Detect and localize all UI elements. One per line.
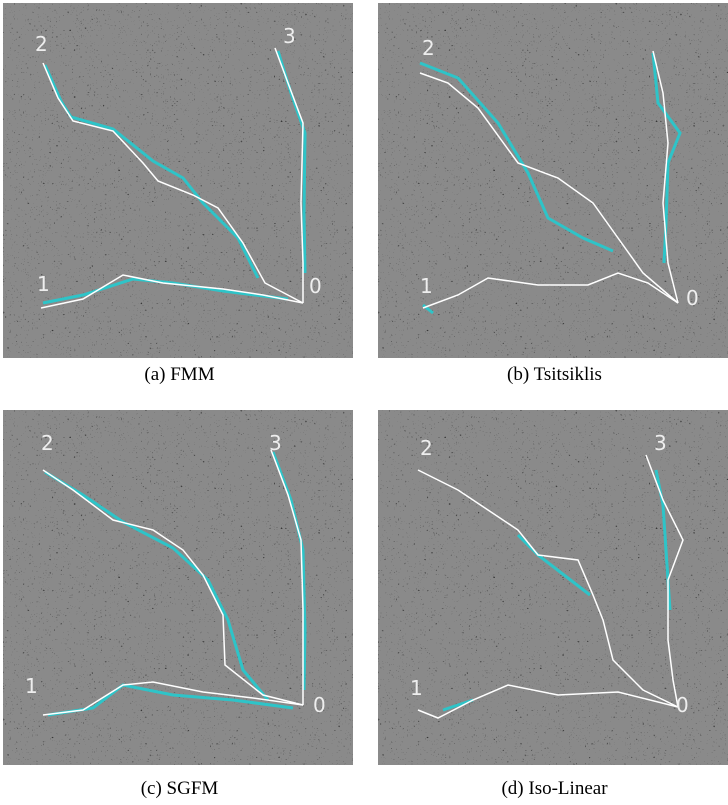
point-label: 0 bbox=[676, 693, 689, 717]
noise-image: 2 3 1 0 bbox=[3, 3, 353, 358]
point-label: 3 bbox=[269, 431, 282, 455]
point-label: 1 bbox=[410, 676, 423, 700]
noise-image: 2 3 1 0 bbox=[3, 410, 353, 765]
caption: (b) Tsitsiklis bbox=[378, 364, 728, 386]
point-label: 3 bbox=[283, 24, 296, 48]
point-label: 2 bbox=[422, 36, 435, 60]
caption: (a) FMM bbox=[3, 364, 356, 386]
point-label: 1 bbox=[420, 274, 433, 298]
point-label: 0 bbox=[313, 693, 326, 717]
point-label: 1 bbox=[25, 674, 38, 698]
noise-bg bbox=[3, 410, 353, 765]
point-label: 2 bbox=[41, 431, 54, 455]
point-label: 0 bbox=[686, 286, 699, 310]
point-label: 2 bbox=[420, 436, 433, 460]
point-label: 2 bbox=[35, 32, 48, 56]
point-label: 1 bbox=[37, 272, 50, 296]
figure: 2 3 1 0 (a) FMM 2 1 0 (b) Tsitsiklis 2 3 1 0 (c) SGFM… bbox=[0, 0, 728, 805]
caption: (d) Iso-Linear bbox=[378, 778, 728, 800]
caption: (c) SGFM bbox=[3, 778, 356, 800]
noise-image: 2 3 1 0 bbox=[378, 410, 728, 765]
noise-image: 2 1 0 bbox=[378, 3, 728, 358]
point-label: 0 bbox=[309, 274, 322, 298]
point-label: 3 bbox=[654, 431, 667, 455]
